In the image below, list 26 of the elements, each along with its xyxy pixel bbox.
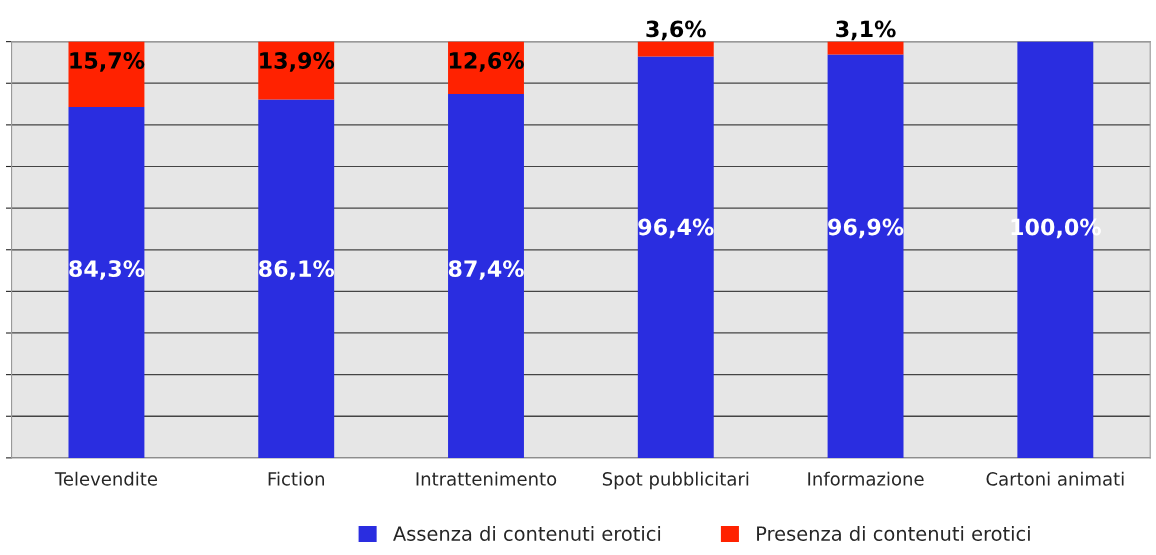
data-label: 12,6% [449, 52, 524, 72]
data-label: 13,9% [260, 52, 335, 72]
data-label: 3,1% [836, 20, 896, 41]
legend-label: Assenza di contenuti erotici [393, 525, 661, 541]
data-label: 96,4% [638, 218, 714, 239]
data-label: 15,7% [70, 52, 145, 72]
data-label: 3,6% [646, 20, 706, 41]
bar [68, 106, 145, 458]
bar [258, 99, 335, 458]
bar [827, 54, 904, 458]
x-tick-label: Fiction [268, 471, 324, 486]
data-label: 87,4% [448, 260, 524, 280]
x-tick-label: Intrattenimento [416, 471, 557, 486]
data-label: 84,3% [69, 260, 145, 280]
bar [637, 41, 714, 57]
bar [637, 56, 714, 458]
data-label: 96,9% [828, 218, 904, 239]
bar [68, 41, 145, 107]
x-tick-label: Spot pubblicitari [602, 471, 749, 490]
x-tick-label: Televendite [54, 471, 158, 486]
x-tick-label: Cartoni animati [986, 471, 1124, 486]
x-tick-label: Informazione [808, 471, 924, 486]
data-label: 86,1% [259, 260, 335, 280]
bar [448, 94, 524, 458]
bar [827, 41, 904, 55]
legend-label: Presenza di contenuti erotici [757, 525, 1030, 541]
